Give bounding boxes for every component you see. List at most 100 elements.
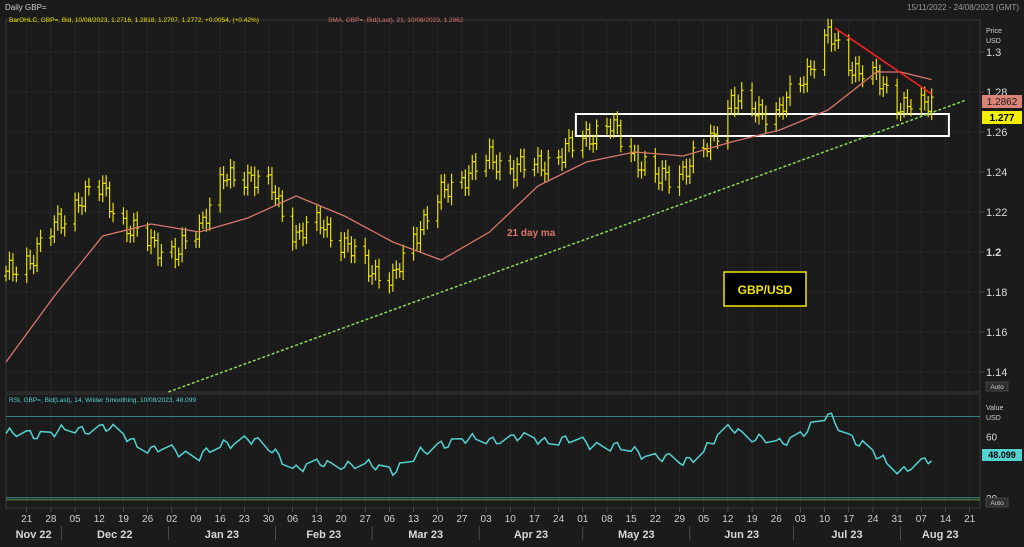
x-tick-label: 05 — [70, 514, 82, 525]
price-axis-title: Price — [986, 28, 1002, 35]
price-tick-label: 1.14 — [986, 367, 1007, 379]
ohlc-bar — [763, 105, 768, 133]
ohlc-bar — [352, 238, 357, 264]
x-tick-label: 19 — [118, 514, 130, 525]
x-tick-label: 14 — [940, 514, 952, 525]
x-tick-label: 28 — [45, 514, 57, 525]
x-tick-label: 13 — [311, 514, 323, 525]
x-tick-label: 17 — [843, 514, 855, 525]
ohlc-bar — [159, 243, 164, 267]
x-tick-label: 20 — [335, 514, 347, 525]
month-label: Nov 22 — [16, 529, 52, 541]
support-trendline — [168, 99, 967, 393]
x-tick-label: 24 — [553, 514, 565, 525]
x-tick-label: 24 — [867, 514, 879, 525]
x-tick-label: 09 — [190, 514, 202, 525]
month-label: Dec 22 — [97, 529, 132, 541]
ohlc-bar — [14, 266, 19, 283]
x-tick-label: 16 — [215, 514, 227, 525]
ohlc-bar — [425, 206, 430, 230]
rsi-line — [5, 412, 933, 477]
month-label: May 23 — [618, 529, 655, 541]
price-badge — [982, 111, 1022, 124]
x-tick-label: 27 — [456, 514, 468, 525]
x-tick-label: 17 — [529, 514, 541, 525]
x-tick-label: 26 — [142, 514, 154, 525]
month-label: Mar 23 — [408, 529, 443, 541]
price-tick-label: 1.3 — [986, 47, 1001, 59]
rsi-tick-label: 60 — [986, 433, 998, 444]
ohlc-bar — [788, 75, 793, 107]
price-tick-label: 1.2 — [986, 247, 1001, 259]
pair-label: GBP/USD — [738, 283, 793, 297]
price-auto-label: Auto — [990, 384, 1004, 391]
ohlc-bar — [618, 119, 623, 153]
rsi-badge-value: 48.099 — [988, 450, 1016, 460]
sma-legend: SMA, GBP=, Bid(Last), 21, 10/08/2023, 1.… — [328, 17, 464, 24]
x-tick-label: 13 — [408, 514, 420, 525]
price-plot-frame — [5, 19, 981, 393]
sma-badge — [982, 95, 1022, 108]
month-label: Jan 23 — [205, 529, 239, 541]
x-tick-label: 31 — [892, 514, 904, 525]
rsi-badge — [982, 449, 1022, 461]
x-tick-label: 22 — [650, 514, 662, 525]
price-tick-label: 1.16 — [986, 327, 1007, 339]
ohlc-bar — [111, 202, 116, 223]
ohlc-bar — [38, 229, 43, 253]
price-tick-label: 1.24 — [986, 167, 1007, 179]
sma-annotation: 21 day ma — [507, 228, 556, 239]
ohlc-bar — [328, 217, 333, 248]
ohlc-bar — [449, 173, 454, 206]
ohlc-bar — [207, 197, 212, 231]
ohlc-bar — [401, 244, 406, 281]
month-label: Feb 23 — [306, 529, 341, 541]
ohlc-bar — [667, 165, 672, 194]
x-tick-label: 19 — [746, 514, 758, 525]
price-tick-label: 1.18 — [986, 287, 1007, 299]
ohlc-bar — [304, 216, 309, 244]
price-axis-unit: USD — [986, 38, 1001, 45]
ohlc-bar — [836, 31, 841, 49]
month-label: Apr 23 — [514, 529, 548, 541]
ohlc-bar — [570, 130, 575, 158]
x-tick-label: 12 — [94, 514, 106, 525]
window-title: Daily GBP= — [5, 3, 47, 12]
ohlc-bar — [497, 152, 502, 181]
ohlc-bar — [739, 82, 744, 110]
ohlc-bar — [594, 119, 599, 151]
pair-label-box — [723, 271, 807, 307]
ohlc-bar — [546, 149, 551, 182]
price-auto-button[interactable] — [985, 381, 1009, 392]
x-tick-label: 03 — [795, 514, 807, 525]
x-tick-label: 26 — [771, 514, 783, 525]
x-tick-label: 21 — [21, 514, 33, 525]
ohlc-bar — [715, 126, 720, 149]
x-tick-label: 03 — [481, 514, 493, 525]
price-tick-label: 1.26 — [986, 127, 1007, 139]
x-tick-label: 15 — [626, 514, 638, 525]
ohlc-bar — [256, 169, 261, 194]
month-label: Jun 23 — [724, 529, 759, 541]
ohlc-bar — [86, 177, 91, 196]
price-tick-label: 1.22 — [986, 207, 1007, 219]
date-range: 15/11/2022 - 24/08/2023 (GMT) — [907, 3, 1019, 12]
x-tick-label: 01 — [577, 514, 589, 525]
x-tick-label: 23 — [239, 514, 251, 525]
resistance-trendline — [834, 27, 933, 95]
ohlc-legend: BarOHLC, GBP=, Bid, 10/08/2023, 1.2716, … — [9, 17, 259, 24]
ohlc-bar — [691, 140, 696, 174]
x-tick-label: 10 — [505, 514, 517, 525]
ohlc-bar — [231, 160, 236, 187]
ohlc-bar — [642, 150, 647, 176]
rsi-axis-title: Value — [986, 405, 1003, 412]
ohlc-bar — [377, 258, 382, 289]
price-badge-value: 1.277 — [989, 113, 1014, 124]
ohlc-bar — [522, 148, 527, 178]
rsi-auto-button[interactable] — [985, 497, 1009, 508]
x-tick-label: 27 — [360, 514, 372, 525]
x-tick-label: 30 — [263, 514, 275, 525]
x-tick-label: 21 — [964, 514, 976, 525]
x-tick-label: 10 — [819, 514, 831, 525]
rsi-plot-frame — [5, 393, 981, 509]
